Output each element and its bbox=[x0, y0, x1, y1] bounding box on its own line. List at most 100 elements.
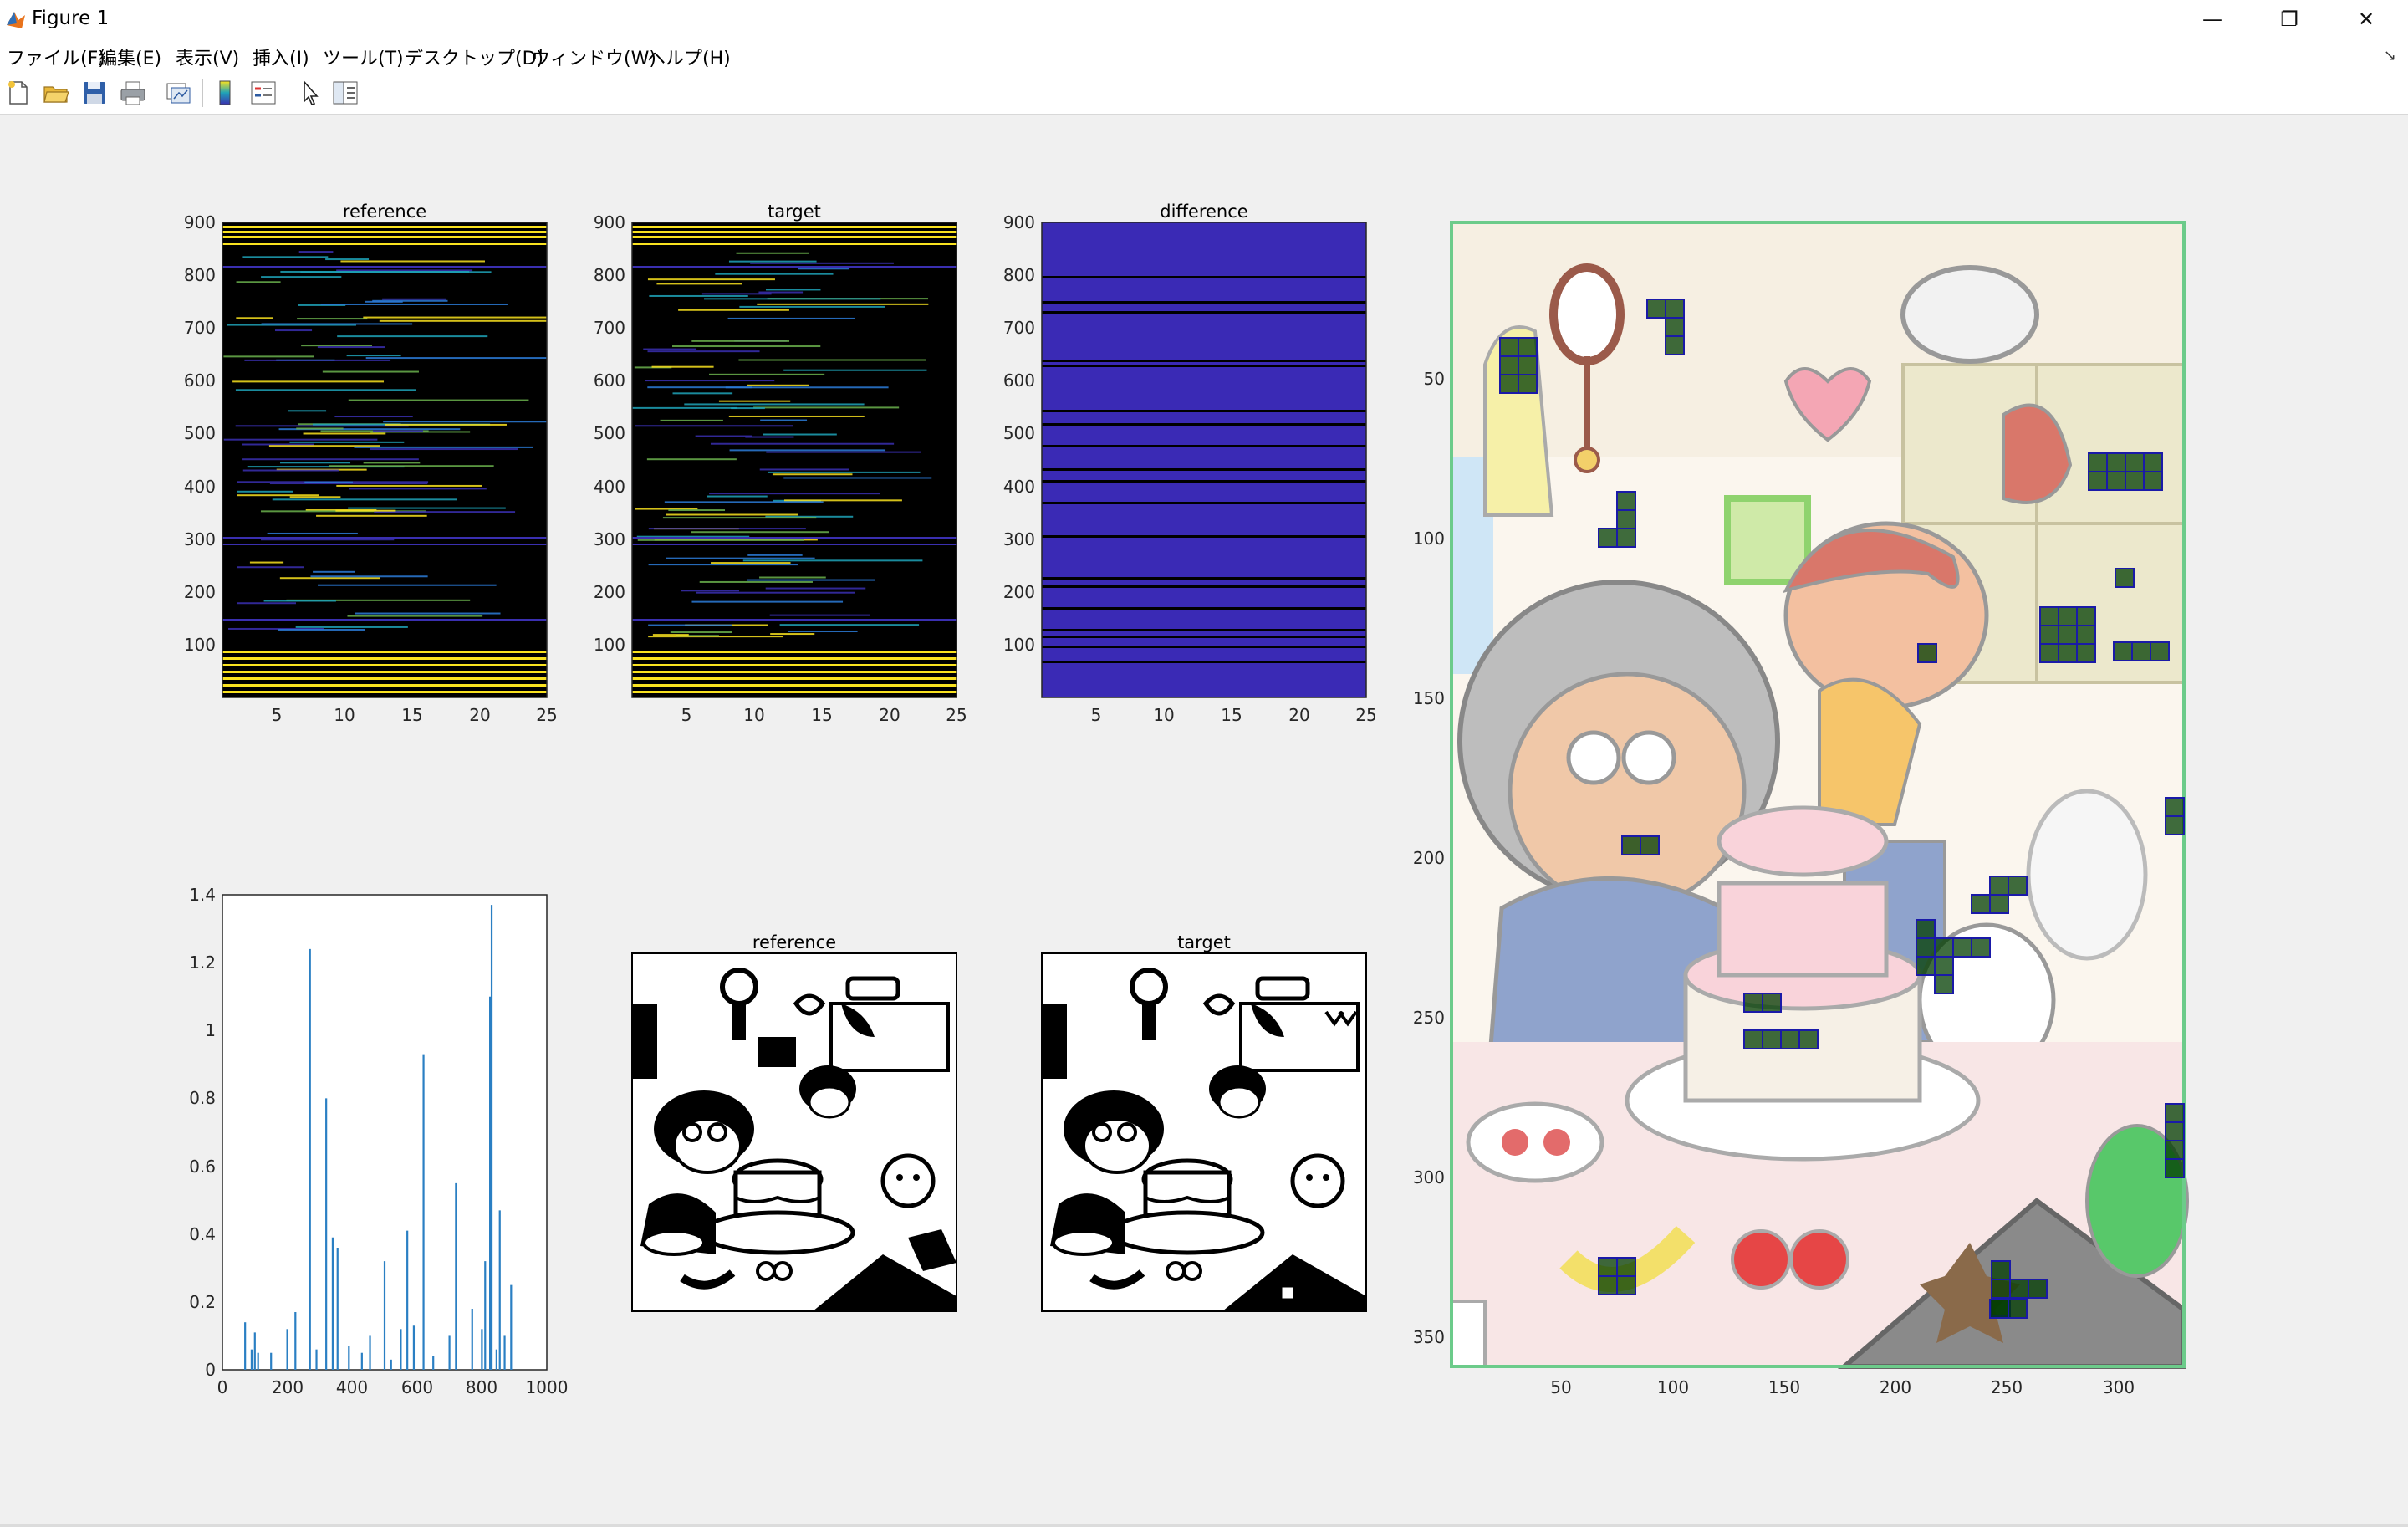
difference-box bbox=[2131, 641, 2151, 661]
save-icon[interactable] bbox=[80, 79, 109, 107]
select-arrow-icon[interactable] bbox=[296, 79, 324, 107]
stripe bbox=[267, 532, 358, 534]
stripe bbox=[301, 345, 372, 347]
stripe bbox=[632, 226, 957, 228]
stripe bbox=[652, 634, 689, 636]
xtick-10: 10 bbox=[1153, 705, 1174, 725]
xtick-200: 200 bbox=[272, 1377, 304, 1397]
xtick-20: 20 bbox=[1288, 705, 1309, 725]
minimize-button[interactable]: — bbox=[2202, 8, 2222, 31]
insert-legend-icon[interactable] bbox=[249, 79, 278, 107]
difference-overlay-image-axes[interactable]: 50 100 150 200 250 300 350 50 100 150 20… bbox=[1413, 221, 2189, 1397]
menu-view[interactable]: 表示(V) bbox=[176, 49, 240, 69]
stripe bbox=[288, 410, 327, 412]
ytick-250: 250 bbox=[1413, 1008, 1445, 1028]
stripe bbox=[632, 671, 957, 673]
stripe bbox=[329, 465, 494, 467]
stripe bbox=[715, 273, 834, 275]
menu-window[interactable]: ウィンドウ(W) bbox=[532, 49, 656, 69]
insert-colorbar-icon[interactable] bbox=[211, 79, 239, 107]
cake-illustration-image bbox=[1450, 222, 2189, 1369]
xtick-100: 100 bbox=[1657, 1377, 1689, 1397]
stripe bbox=[769, 614, 870, 616]
stripe bbox=[765, 587, 866, 590]
stripe bbox=[672, 345, 821, 348]
ytick-400: 400 bbox=[184, 477, 216, 497]
reference-heatmap-axes[interactable]: reference 900 800 700 600 500 400 300 20… bbox=[184, 202, 558, 725]
stripe bbox=[222, 236, 547, 238]
difference-box bbox=[2076, 625, 2096, 645]
target-heatmap-axes[interactable]: target 900 800 700 600 500 400 300 200 1… bbox=[594, 202, 967, 725]
stripe bbox=[289, 496, 341, 498]
stripe bbox=[648, 528, 806, 530]
difference-box bbox=[2039, 625, 2059, 645]
difference-box bbox=[1934, 937, 1954, 958]
close-button[interactable]: ✕ bbox=[2357, 8, 2375, 31]
link-plot-icon[interactable] bbox=[164, 79, 192, 107]
stripe bbox=[242, 458, 419, 461]
stripe bbox=[261, 276, 342, 278]
stripe bbox=[289, 441, 405, 443]
stripe bbox=[348, 507, 506, 509]
menu-insert[interactable]: 挿入(I) bbox=[253, 49, 309, 69]
open-file-icon[interactable] bbox=[42, 79, 70, 107]
menu-tools[interactable]: ツール(T) bbox=[323, 49, 404, 69]
difference-box bbox=[2028, 1279, 2048, 1299]
stripe bbox=[704, 298, 881, 300]
reference-heatmap-title: reference bbox=[343, 202, 426, 222]
menu-edit[interactable]: 編集(E) bbox=[99, 49, 162, 69]
stripe bbox=[742, 559, 923, 562]
stripe bbox=[278, 628, 365, 631]
stripe bbox=[1042, 365, 1366, 367]
maximize-button[interactable]: ❐ bbox=[2280, 8, 2298, 31]
target-bw-image-axes[interactable]: target bbox=[1041, 932, 1367, 1312]
difference-box bbox=[2143, 452, 2163, 472]
xtick-20: 20 bbox=[879, 705, 900, 725]
print-icon[interactable] bbox=[119, 79, 147, 107]
stripe bbox=[632, 691, 957, 693]
stripe bbox=[728, 260, 817, 263]
stripe bbox=[222, 226, 547, 228]
stripe bbox=[672, 392, 733, 395]
dock-arrow-icon[interactable]: ↘ bbox=[2383, 47, 2396, 64]
menu-file[interactable]: ファイル(F) bbox=[7, 49, 105, 69]
stripe bbox=[382, 298, 446, 300]
stripe bbox=[242, 256, 329, 258]
stripe bbox=[1042, 468, 1366, 471]
stripe bbox=[635, 425, 793, 427]
stripe bbox=[372, 299, 448, 302]
difference-box bbox=[2115, 568, 2135, 588]
difference-box bbox=[1917, 643, 1937, 663]
reference-bw-image-axes[interactable]: reference bbox=[631, 932, 957, 1312]
menu-help[interactable]: ヘルプ(H) bbox=[647, 49, 731, 69]
stripe bbox=[295, 626, 408, 628]
difference-heatmap-axes[interactable]: difference 900 800 700 600 500 400 300 2… bbox=[1003, 202, 1377, 725]
stripe bbox=[738, 359, 926, 361]
stripe bbox=[750, 262, 894, 264]
difference-box bbox=[1598, 528, 1618, 548]
stripe bbox=[718, 400, 791, 402]
stem-plot-axes[interactable]: 1.4 1.2 1 0.8 0.6 0.4 0.2 0 0 200 400 60… bbox=[189, 885, 568, 1397]
stripe bbox=[691, 600, 844, 603]
stripe bbox=[355, 612, 501, 615]
difference-box bbox=[1989, 894, 2009, 914]
difference-box bbox=[2125, 471, 2145, 491]
stripe bbox=[297, 318, 368, 320]
ytick-0: 0 bbox=[205, 1360, 216, 1380]
difference-box bbox=[1518, 355, 1538, 375]
stripe bbox=[662, 517, 817, 519]
stripe bbox=[648, 564, 798, 566]
stripe bbox=[310, 575, 428, 578]
stripe bbox=[643, 348, 697, 350]
stripe bbox=[636, 535, 750, 538]
property-inspector-icon[interactable] bbox=[331, 79, 360, 107]
stripe bbox=[632, 544, 957, 545]
menu-desktop[interactable]: デスクトップ(D) bbox=[405, 49, 544, 69]
stripe bbox=[263, 600, 336, 602]
stripe bbox=[232, 380, 385, 383]
stripe bbox=[237, 494, 319, 497]
stripe bbox=[363, 316, 547, 319]
stripe bbox=[710, 442, 895, 445]
ytick-400: 400 bbox=[594, 477, 625, 497]
new-figure-icon[interactable] bbox=[3, 79, 32, 107]
